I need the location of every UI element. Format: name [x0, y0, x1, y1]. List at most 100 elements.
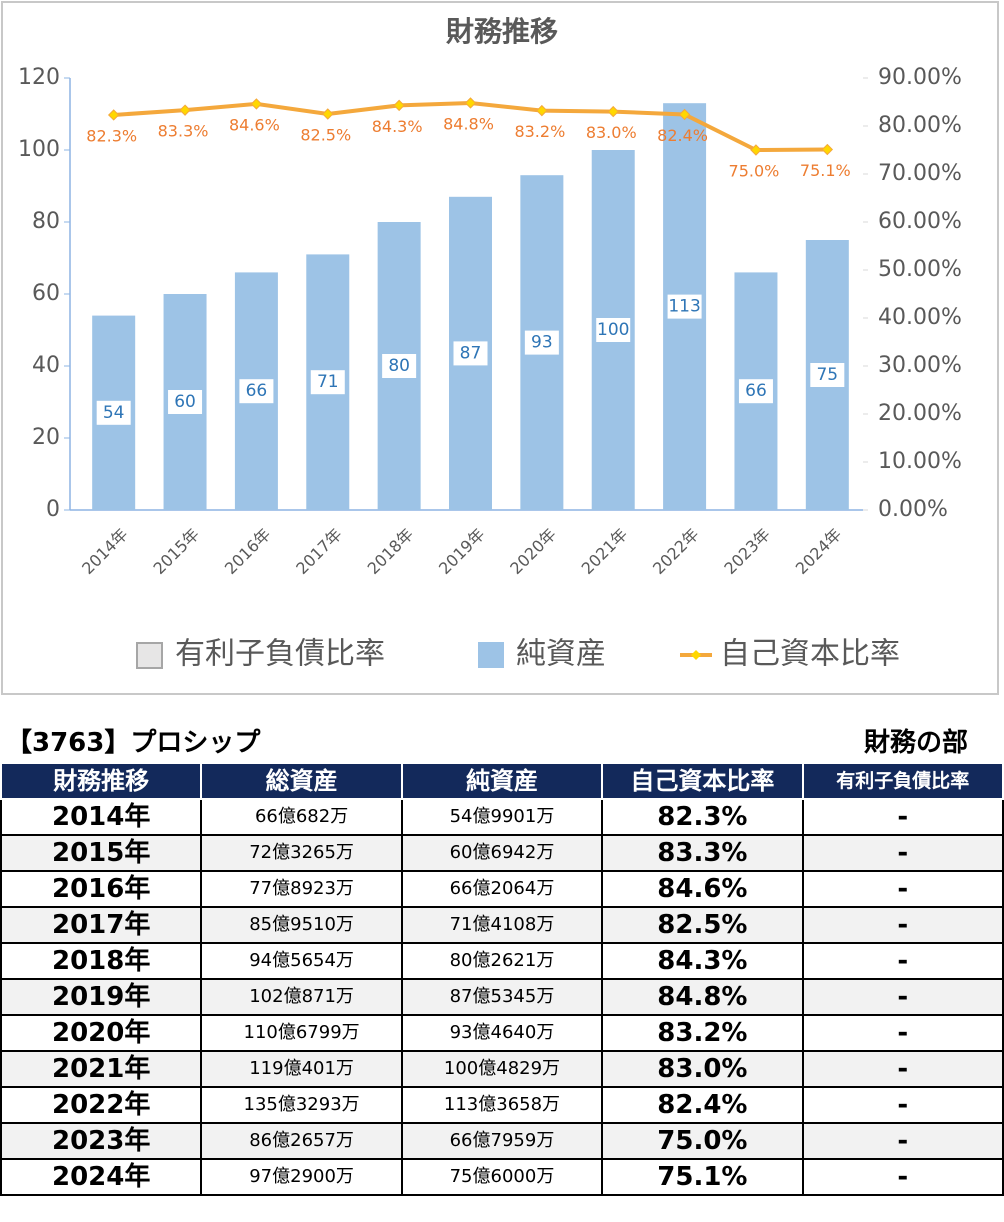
y2-tick-label: 80.00%: [878, 113, 962, 138]
marker: [107, 109, 120, 121]
data-label-group: 100: [596, 318, 631, 342]
table-cell: 100億4829万: [400, 1050, 604, 1088]
data-label-group: 71: [310, 370, 345, 395]
table-cell: 93億4640万: [400, 1014, 604, 1052]
table-cell: 66億2064万: [400, 870, 604, 908]
data-label: 75.0%: [729, 162, 780, 181]
y2-tick-label: 20.00%: [878, 401, 962, 426]
table-cell: 75.1%: [601, 1158, 804, 1196]
data-label: 82.4%: [657, 126, 708, 145]
table-cell: 82.5%: [601, 906, 804, 944]
legend-marker: [691, 650, 701, 660]
data-label-box: [810, 363, 845, 387]
table-cell: -: [801, 1014, 1004, 1052]
table-cell: 119億401万: [200, 1050, 403, 1088]
table-row: 2023年 86億2657万 66億7959万 75.0% -: [0, 1122, 1004, 1160]
marker: [393, 99, 405, 112]
table-row: 2019年 102億871万 87億5345万 84.8% -: [0, 978, 1004, 1016]
y2-tick-label: 60.00%: [878, 209, 962, 234]
table-cell: 75億6000万: [400, 1158, 604, 1196]
data-label: 66: [246, 381, 268, 401]
data-label-box: [453, 341, 488, 366]
table-cell: 77億8923万: [200, 870, 403, 908]
table-cell: 135億3293万: [200, 1086, 403, 1124]
data-label-group: 66: [738, 379, 773, 404]
table-title: 【3763】プロシップ: [6, 728, 261, 758]
chart: 財務推移 0 20 40 60 80 100 120 0.00% 10.00% 20.00% 30.…: [1, 1, 999, 695]
table-row: 2020年 110億6799万 93億4640万 83.2% -: [0, 1014, 1004, 1052]
data-label: 84.6%: [229, 115, 280, 134]
y-tick-label: 100: [18, 137, 60, 162]
table: 財務推移 総資産 純資産 自己資本比率 有利子負債比率 2014年 66億682万 54億99…: [0, 762, 1004, 1196]
data-label: 83.0%: [586, 123, 637, 142]
legend-label: 有利子負債比率: [175, 637, 385, 672]
data-label-group: 93: [524, 330, 559, 355]
data-label: 66: [745, 381, 767, 401]
table-cell: 66億7959万: [400, 1122, 604, 1160]
header-cell: 有利子負債比率: [801, 762, 1004, 800]
table-cell: 2017年: [0, 906, 203, 944]
table-cell: 84.3%: [601, 942, 804, 980]
data-label: 84.3%: [372, 117, 423, 136]
y2-tick-label: 30.00%: [878, 353, 962, 378]
table-cell: 2020年: [0, 1014, 203, 1052]
table-cell: -: [801, 1158, 1004, 1196]
data-label: 87: [460, 343, 482, 363]
table-subtitle: 財務の部: [863, 728, 968, 758]
table-cell: -: [801, 906, 1004, 944]
marker: [607, 105, 619, 118]
table-cell: 94億5654万: [200, 942, 403, 980]
table-cell: 2015年: [0, 834, 203, 872]
table-cell: 83.0%: [601, 1050, 804, 1088]
y2-tick-label: 50.00%: [878, 257, 962, 282]
table-cell: 82.3%: [601, 798, 804, 836]
data-label-box: [310, 370, 345, 395]
data-label: 113: [668, 297, 700, 317]
data-label-group: 54: [96, 400, 131, 425]
table-cell: -: [801, 1050, 1004, 1088]
table-row: 2024年 97億2900万 75億6000万 75.1% -: [0, 1158, 1004, 1196]
table-cell: -: [801, 978, 1004, 1016]
legend-label: 純資産: [516, 637, 606, 672]
table-row: 2022年 135億3293万 113億3658万 82.4% -: [0, 1086, 1004, 1124]
data-label: 80: [388, 356, 410, 376]
table-cell: 113億3658万: [400, 1086, 604, 1124]
data-label: 71: [317, 372, 339, 392]
y-tick-label: 120: [18, 65, 60, 90]
table-row: 2016年 77億8923万 66億2064万 84.6% -: [0, 870, 1004, 908]
table-cell: 2022年: [0, 1086, 203, 1124]
table-cell: 54億9901万: [400, 798, 604, 836]
header-cell: 財務推移: [0, 762, 203, 800]
table-cell: 84.8%: [601, 978, 804, 1016]
table-row: 2015年 72億3265万 60億6942万 83.3% -: [0, 834, 1004, 872]
table-cell: 2018年: [0, 942, 203, 980]
table-cell: 97億2900万: [200, 1158, 403, 1196]
table-cell: -: [801, 870, 1004, 908]
data-label: 83.3%: [158, 122, 209, 141]
data-label-group: 113: [667, 294, 702, 319]
y-tick-label: 0: [46, 497, 60, 522]
data-label-box: [382, 354, 417, 378]
data-label: 60: [174, 392, 196, 412]
table-cell: 66億682万: [200, 798, 403, 836]
data-label-box: [239, 379, 274, 404]
data-label-box: [596, 318, 631, 342]
y2-tick-label: 70.00%: [878, 161, 962, 186]
table-row: 2014年 66億682万 54億9901万 82.3% -: [0, 798, 1004, 836]
table-cell: 87億5345万: [400, 978, 604, 1016]
table-cell: 71億4108万: [400, 906, 604, 944]
table-cell: 110億6799万: [200, 1014, 403, 1052]
marker: [322, 108, 334, 120]
marker: [750, 144, 762, 156]
table-cell: -: [801, 1122, 1004, 1160]
y2-tick-label: 40.00%: [878, 305, 962, 330]
table-cell: 83.3%: [601, 834, 804, 872]
data-label: 54: [103, 403, 125, 423]
legend-swatch: [478, 642, 504, 668]
y-tick-label: 20: [32, 425, 60, 450]
data-label-box: [667, 294, 702, 319]
table-cell: -: [801, 834, 1004, 872]
header-cell: 自己資本比率: [601, 762, 804, 800]
table-cell: 83.2%: [601, 1014, 804, 1052]
